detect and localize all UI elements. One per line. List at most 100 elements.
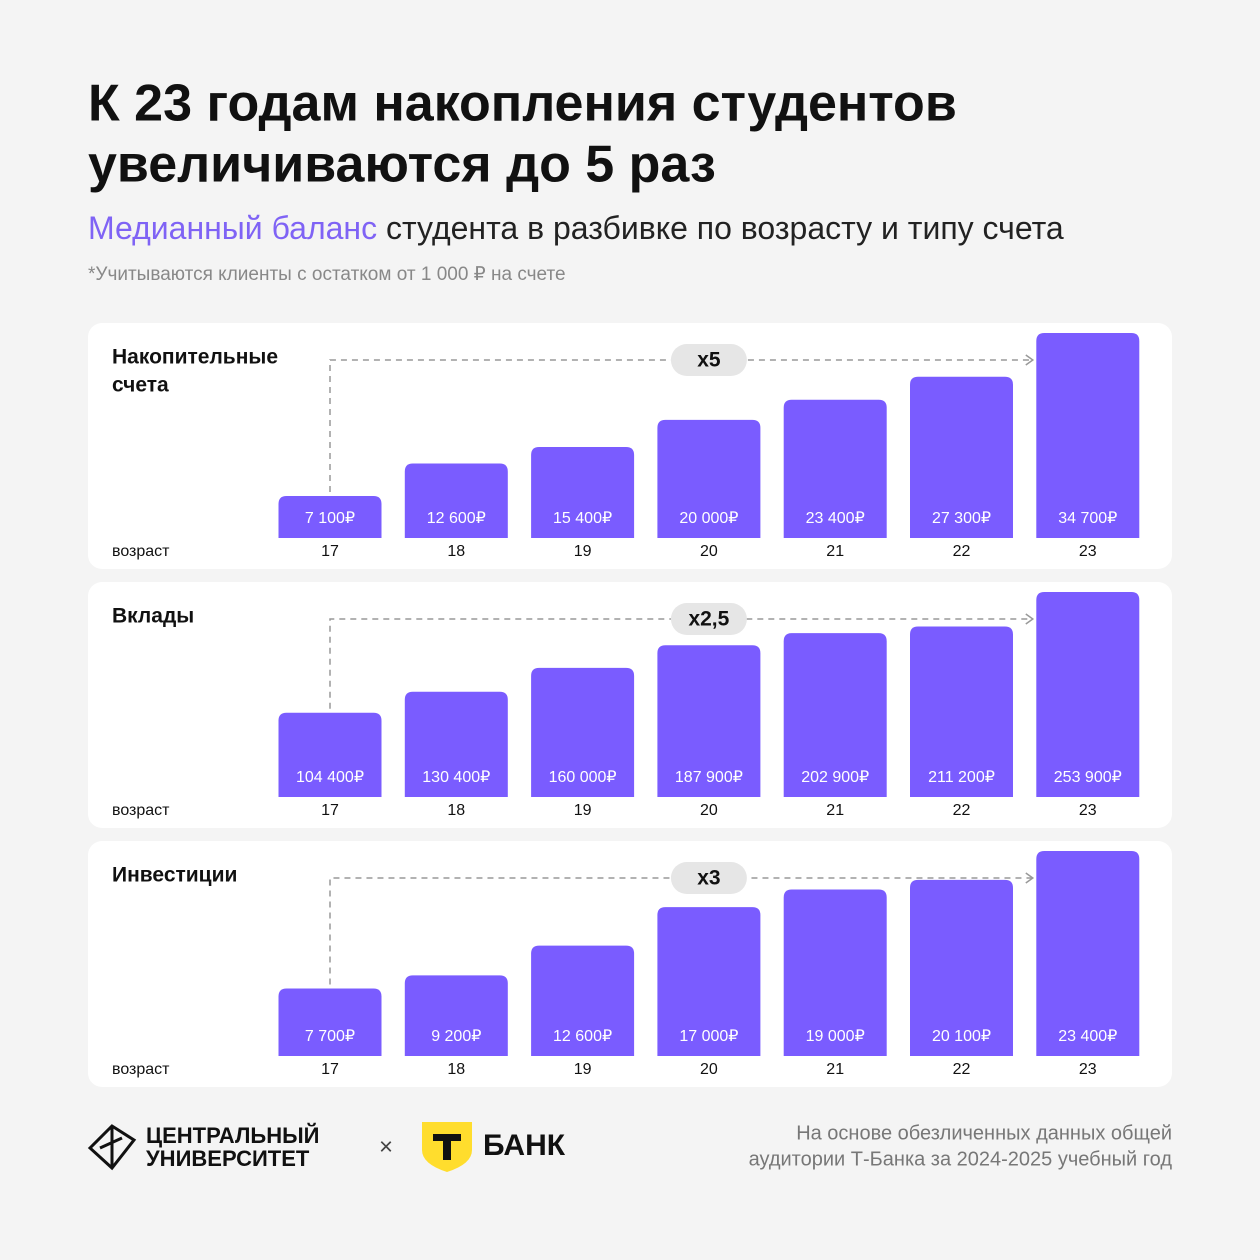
x-tick-label: 23 — [1079, 543, 1097, 560]
chart-panel: Накопительные счета возраст 7 100₽ 17 12 600₽… — [88, 323, 1172, 569]
bar — [531, 667, 635, 797]
value-label: 7 100₽ — [305, 510, 355, 527]
value-label: 253 900₽ — [1054, 769, 1122, 786]
x-tick-label: 21 — [826, 543, 844, 560]
bar — [278, 712, 382, 797]
x-tick-label: 19 — [574, 543, 592, 560]
value-label: 27 300₽ — [932, 510, 991, 527]
subtitle-highlight: Медианный баланс — [88, 210, 377, 246]
chart-title: Вклады — [112, 605, 194, 628]
bar — [657, 645, 761, 797]
x-tick-label: 21 — [826, 1061, 844, 1078]
logo-text: БАНК — [483, 1129, 566, 1162]
x-tick-label: 19 — [574, 802, 592, 819]
x-tick-label: 20 — [700, 543, 718, 560]
arrow-head — [1025, 354, 1035, 366]
value-label: 20 100₽ — [932, 1028, 991, 1045]
times-sign: × — [379, 1133, 393, 1160]
bar — [531, 945, 635, 1056]
x-axis-label: возраст — [112, 802, 170, 819]
bar — [1036, 851, 1140, 1056]
annotation-pill — [670, 862, 747, 894]
chart-title: счета — [112, 374, 169, 397]
source-text: аудитории Т-Банка за 2024-2025 учебный г… — [749, 1148, 1173, 1170]
x-tick-label: 20 — [700, 1061, 718, 1078]
bar — [404, 975, 508, 1056]
value-label: 130 400₽ — [422, 769, 490, 786]
annotation: x2,5 — [688, 608, 729, 631]
x-tick-label: 21 — [826, 802, 844, 819]
logo-icon — [87, 1124, 137, 1171]
bar — [1036, 333, 1140, 538]
subtitle-rest: студента в разбивке по возрасту и типу с… — [377, 210, 1064, 246]
value-label: 104 400₽ — [296, 769, 364, 786]
x-tick-label: 22 — [953, 802, 971, 819]
x-tick-label: 23 — [1079, 802, 1097, 819]
arrow-head — [1025, 613, 1035, 625]
logo-t — [433, 1134, 461, 1160]
arrow-head — [1025, 872, 1035, 884]
footnote: *Учитываются клиенты с остатком от 1 000… — [88, 264, 566, 285]
value-label: 12 600₽ — [427, 510, 486, 527]
value-label: 12 600₽ — [553, 1028, 612, 1045]
x-tick-label: 18 — [447, 543, 465, 560]
value-label: 202 900₽ — [801, 769, 869, 786]
annotation: x5 — [697, 349, 721, 372]
x-tick-label: 22 — [953, 543, 971, 560]
chart-panel: Вклады возраст 104 400₽ 17 130 400₽ 18 160 000… — [88, 582, 1172, 828]
bar — [404, 463, 508, 538]
x-axis-label: возраст — [112, 1061, 170, 1078]
value-label: 187 900₽ — [675, 769, 743, 786]
bar — [657, 419, 761, 538]
value-label: 7 700₽ — [305, 1028, 355, 1045]
logo-text: ЦЕНТРАЛЬНЫЙ — [146, 1123, 319, 1148]
title-line: К 23 годам накопления студентов — [88, 75, 957, 133]
value-label: 17 000₽ — [679, 1028, 738, 1045]
value-label: 19 000₽ — [806, 1028, 865, 1045]
charts: Накопительные счета возраст 7 100₽ 17 12 600₽… — [88, 323, 1172, 1087]
growth-arrow — [329, 618, 1033, 709]
chart-title: Накопительные — [112, 346, 278, 369]
x-axis-label: возраст — [112, 543, 170, 560]
subtitle: Медианный баланс студента в разбивке по … — [88, 210, 1064, 246]
bar — [783, 399, 887, 538]
growth-arrow — [329, 877, 1033, 985]
bar — [1036, 592, 1140, 797]
value-label: 160 000₽ — [549, 769, 617, 786]
logo-bank: БАНК — [422, 1122, 566, 1172]
annotation-pill — [670, 603, 747, 635]
value-label: 23 400₽ — [806, 510, 865, 527]
bar — [910, 376, 1013, 538]
annotation: x3 — [697, 867, 720, 890]
value-label: 15 400₽ — [553, 510, 612, 527]
x-tick-label: 17 — [321, 543, 339, 560]
x-tick-label: 22 — [953, 1061, 971, 1078]
growth-arrow — [329, 359, 1033, 493]
x-tick-label: 18 — [447, 1061, 465, 1078]
bar — [910, 626, 1013, 797]
value-label: 34 700₽ — [1058, 510, 1117, 527]
bar — [657, 907, 761, 1056]
logo-text: УНИВЕРСИТЕТ — [146, 1146, 310, 1171]
value-label: 23 400₽ — [1058, 1028, 1117, 1045]
bar — [531, 447, 635, 538]
value-label: 9 200₽ — [431, 1028, 481, 1045]
x-tick-label: 20 — [700, 802, 718, 819]
annotation-pill — [670, 344, 747, 376]
bar — [278, 988, 382, 1056]
bar — [783, 633, 887, 797]
chart-title: Инвестиции — [112, 864, 237, 887]
x-tick-label: 19 — [574, 1061, 592, 1078]
bar — [910, 879, 1013, 1056]
x-tick-label: 17 — [321, 802, 339, 819]
x-tick-label: 23 — [1079, 1061, 1097, 1078]
bar — [278, 496, 382, 538]
title-line: увеличиваются до 5 раз — [88, 136, 716, 194]
value-label: 211 200₽ — [928, 769, 995, 786]
chart-panel: Инвестиции возраст 7 700₽ 17 9 200₽ 18 12 600₽… — [88, 841, 1172, 1087]
x-tick-label: 18 — [447, 802, 465, 819]
source-text: На основе обезличенных данных общей — [796, 1122, 1172, 1144]
value-label: 20 000₽ — [679, 510, 738, 527]
logo-university: ЦЕНТРАЛЬНЫЙ УНИВЕРСИТЕТ — [87, 1123, 319, 1171]
